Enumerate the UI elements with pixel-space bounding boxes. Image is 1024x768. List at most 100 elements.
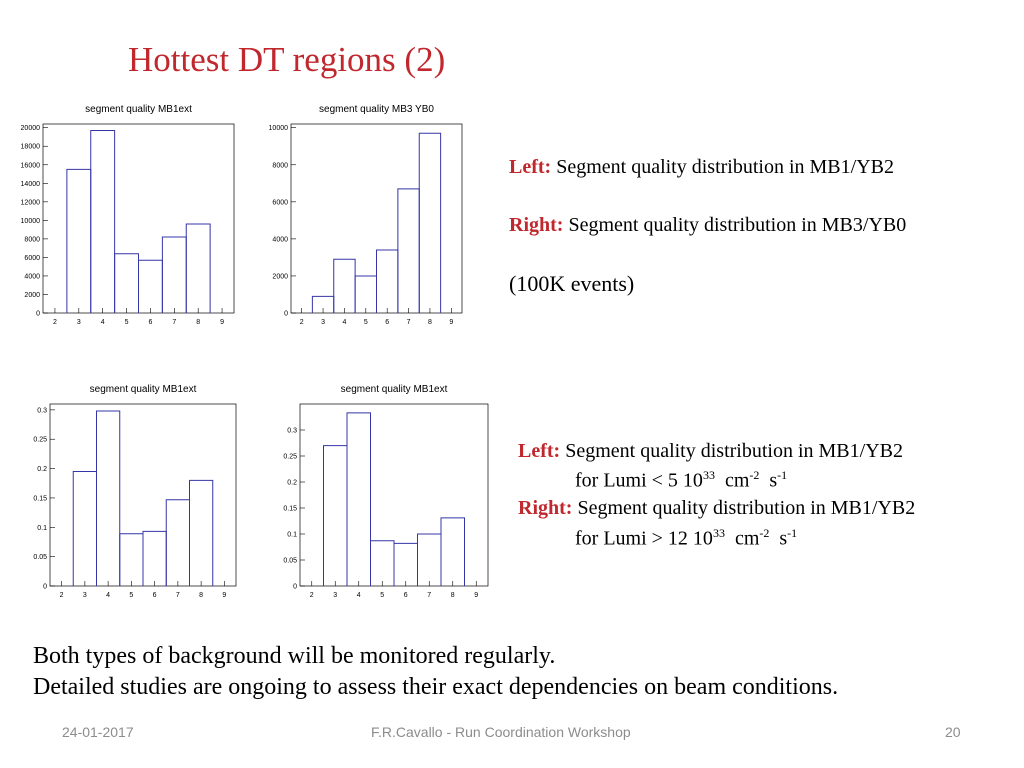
y-tick-label: 0.25 xyxy=(33,437,47,444)
x-tick-label: 5 xyxy=(129,592,133,599)
right-label: Right: xyxy=(509,214,564,236)
events-note: (100K events) xyxy=(509,271,635,296)
histogram-bin xyxy=(66,168,92,313)
y-tick-label: 0.2 xyxy=(287,480,297,487)
right-text: Segment quality distribution in MB1/YB2 xyxy=(577,497,916,519)
x-tick-label: 9 xyxy=(222,592,226,599)
conclusion-line-1: Both types of background will be monitor… xyxy=(33,643,556,669)
y-tick-label: 0 xyxy=(36,311,40,318)
y-tick-label: 14000 xyxy=(21,181,41,188)
y-tick-label: 10000 xyxy=(21,218,41,225)
lumi-prefix: for Lumi > 12 10 xyxy=(575,527,713,550)
x-tick-label: 6 xyxy=(148,319,152,326)
x-tick-label: 2 xyxy=(310,592,314,599)
histogram-bin xyxy=(114,253,139,313)
cm-exponent: -2 xyxy=(759,526,770,540)
histogram-bin xyxy=(417,533,442,586)
cm-unit: cm xyxy=(724,469,750,492)
histogram-title: segment quality MB1ext xyxy=(90,384,197,395)
x-tick-label: 2 xyxy=(53,319,57,326)
histogram-bin xyxy=(323,445,348,586)
lumi-exponent: 33 xyxy=(712,526,725,540)
s-exponent: -1 xyxy=(787,526,798,540)
histogram-bin xyxy=(376,249,399,313)
histogram-bin xyxy=(397,188,420,313)
x-tick-label: 6 xyxy=(404,592,408,599)
y-tick-label: 18000 xyxy=(21,144,41,151)
y-tick-label: 0.3 xyxy=(287,428,297,435)
y-tick-label: 0 xyxy=(43,584,47,591)
y-tick-label: 16000 xyxy=(21,162,41,169)
s-unit: s xyxy=(769,469,778,492)
y-tick-label: 0 xyxy=(293,584,297,591)
histogram-svg: segment quality MB1ext 0 0.05 0.1 0.15 0.2 0.2… xyxy=(283,384,489,599)
slide-title: Hottest DT regions (2) xyxy=(128,40,446,79)
x-tick-label: 9 xyxy=(474,592,478,599)
x-tick-label: 2 xyxy=(60,592,64,599)
y-tick-label: 0.2 xyxy=(37,466,47,473)
left-text: Segment quality distribution in MB1/YB2 xyxy=(565,440,903,462)
x-tick-label: 7 xyxy=(427,592,431,599)
x-tick-label: 6 xyxy=(153,592,157,599)
y-tick-label: 0.05 xyxy=(33,554,47,561)
x-tick-label: 7 xyxy=(172,319,176,326)
conclusion-text: Both types of background will be monitor… xyxy=(33,641,838,703)
y-tick-label: 8000 xyxy=(24,236,40,243)
y-tick-label: 0 xyxy=(284,311,288,318)
histogram-mb1ext-top: segment quality MB1ext 0 2000 4000 6000 8000 1… xyxy=(0,100,238,340)
histogram-bin xyxy=(96,410,121,586)
top-left-description: Left: Segment quality distribution in MB… xyxy=(509,156,894,179)
right-label: Right: xyxy=(518,497,573,519)
cm-unit: cm xyxy=(734,527,760,550)
histogram-bin xyxy=(142,530,167,586)
x-tick-label: 3 xyxy=(77,319,81,326)
histogram-svg: segment quality MB1ext 0 2000 4000 6000 8000 1… xyxy=(21,104,235,326)
histogram-title: segment quality MB3 YB0 xyxy=(319,104,434,115)
x-tick-label: 7 xyxy=(176,592,180,599)
footer-date: 24-01-2017 xyxy=(62,724,134,740)
x-tick-label: 3 xyxy=(321,319,325,326)
conclusion-line-2: Detailed studies are ongoing to assess t… xyxy=(33,674,839,700)
histogram-bin xyxy=(90,129,116,313)
x-tick-label: 5 xyxy=(125,319,129,326)
x-tick-label: 8 xyxy=(196,319,200,326)
y-tick-label: 20000 xyxy=(21,125,41,132)
footer-center: F.R.Cavallo - Run Coordination Workshop xyxy=(371,724,631,740)
y-tick-label: 2000 xyxy=(24,292,40,299)
x-tick-label: 9 xyxy=(220,319,224,326)
histogram-bin xyxy=(440,517,465,586)
x-tick-label: 8 xyxy=(199,592,203,599)
y-tick-label: 10000 xyxy=(269,125,289,132)
x-tick-label: 5 xyxy=(380,592,384,599)
low-lumi-condition: for Lumi < 5 1033 cm-2 s-1 xyxy=(575,468,787,493)
y-tick-label: 0.1 xyxy=(287,532,297,539)
histogram-bin xyxy=(72,471,97,586)
x-tick-label: 4 xyxy=(106,592,110,599)
histogram-svg: segment quality MB1ext 0 0.05 0.1 0.15 0.2 0.2… xyxy=(33,384,237,599)
bottom-right-description: Right: Segment quality distribution in M… xyxy=(518,497,915,520)
y-tick-label: 0.25 xyxy=(283,454,297,461)
histogram-bin xyxy=(185,223,211,313)
right-text: Segment quality distribution in MB3/YB0 xyxy=(568,214,907,236)
histogram-mb1ext-high-lumi: segment quality MB1ext 0 0.05 0.1 0.15 0.2 0.2… xyxy=(252,380,492,610)
histogram-bin xyxy=(333,258,356,313)
y-tick-label: 0.05 xyxy=(283,558,297,565)
histogram-bin xyxy=(370,540,395,586)
bottom-left-description: Left: Segment quality distribution in MB… xyxy=(518,440,903,463)
x-tick-label: 8 xyxy=(428,319,432,326)
left-label: Left: xyxy=(509,156,552,178)
histogram-bin xyxy=(346,412,371,586)
y-tick-label: 0.15 xyxy=(283,506,297,513)
x-tick-label: 2 xyxy=(300,319,304,326)
histogram-bin xyxy=(138,259,163,313)
x-tick-label: 4 xyxy=(101,319,105,326)
x-tick-label: 4 xyxy=(342,319,346,326)
histogram-svg: segment quality MB3 YB0 0 2000 4000 6000 8000… xyxy=(269,104,463,326)
histogram-bin xyxy=(393,542,418,586)
y-tick-label: 0.15 xyxy=(33,495,47,502)
lumi-prefix: for Lumi < 5 10 xyxy=(575,469,703,492)
histogram-title: segment quality MB1ext xyxy=(341,384,448,395)
lumi-exponent: 33 xyxy=(702,468,715,482)
y-tick-label: 8000 xyxy=(272,162,288,169)
histogram-bin xyxy=(189,479,214,586)
